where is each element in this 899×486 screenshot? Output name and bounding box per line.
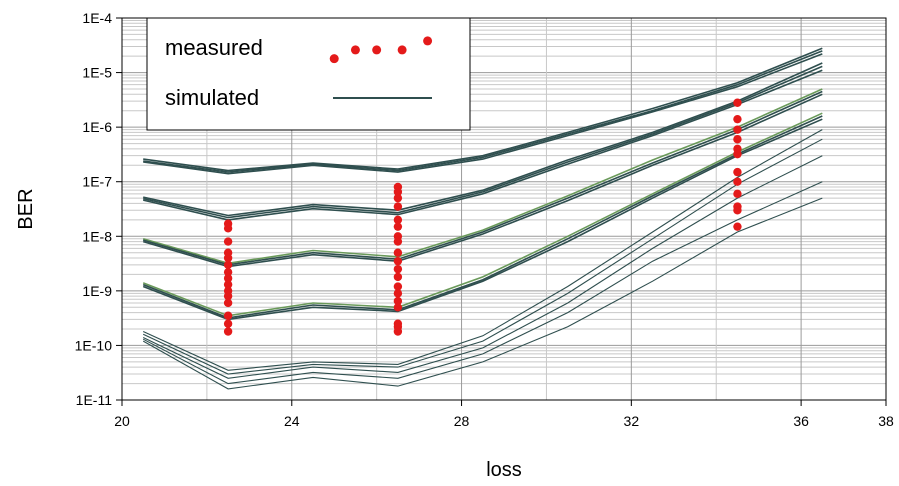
measured-point bbox=[223, 311, 233, 320]
simulated-series-line bbox=[142, 181, 823, 385]
measured-point bbox=[733, 167, 742, 177]
simulated-series-line bbox=[142, 88, 823, 265]
x-axis-title: loss bbox=[486, 459, 522, 481]
y-tick-label: 1E-10 bbox=[75, 337, 113, 353]
measured-point bbox=[393, 237, 403, 246]
measured-point bbox=[393, 248, 403, 257]
measured-point bbox=[223, 237, 233, 246]
legend: measured simulated bbox=[146, 17, 471, 131]
y-tick-label: 1E-4 bbox=[82, 10, 112, 26]
measured-point bbox=[393, 215, 403, 225]
y-axis-title: BER bbox=[15, 188, 37, 229]
x-tick-label: 38 bbox=[878, 413, 894, 429]
measured-point bbox=[733, 135, 742, 144]
measured-point bbox=[393, 193, 403, 203]
y-tick-label: 1E-5 bbox=[82, 65, 112, 81]
y-tick-label: 1E-8 bbox=[82, 228, 112, 244]
legend-measured-label: measured bbox=[165, 35, 263, 60]
measured-point bbox=[733, 114, 742, 124]
y-tick-label: 1E-7 bbox=[82, 174, 112, 190]
simulated-series-line bbox=[142, 197, 823, 390]
legend-measured-dot bbox=[329, 54, 339, 64]
simulated-series-line bbox=[142, 112, 823, 317]
measured-point bbox=[733, 125, 742, 134]
simulated-series-group bbox=[142, 47, 823, 390]
legend-simulated-label: simulated bbox=[165, 85, 259, 110]
measured-point bbox=[223, 298, 233, 308]
x-tick-label: 32 bbox=[624, 413, 640, 429]
measured-points-group bbox=[223, 98, 742, 336]
measured-point bbox=[393, 303, 403, 312]
measured-point bbox=[223, 280, 233, 289]
y-tick-label: 1E-6 bbox=[82, 119, 112, 135]
measured-point bbox=[393, 264, 403, 274]
simulated-series-line bbox=[143, 69, 823, 221]
simulated-series-line bbox=[143, 50, 823, 173]
measured-point bbox=[393, 327, 403, 336]
measured-point bbox=[733, 222, 742, 231]
simulated-series-line bbox=[143, 53, 823, 175]
measured-point bbox=[223, 291, 233, 301]
simulated-series-line bbox=[142, 118, 823, 321]
simulated-series-line bbox=[143, 62, 823, 217]
measured-point bbox=[393, 282, 403, 291]
legend-measured-dot bbox=[397, 45, 407, 55]
measured-point bbox=[733, 206, 742, 215]
simulated-series-line bbox=[142, 90, 823, 266]
legend-measured-dot bbox=[372, 45, 382, 55]
measured-point bbox=[393, 272, 403, 282]
measured-point bbox=[393, 187, 403, 197]
measured-point bbox=[733, 177, 742, 186]
x-tick-label: 36 bbox=[793, 413, 809, 429]
simulated-series-line bbox=[143, 47, 823, 172]
x-tick-label: 20 bbox=[114, 413, 130, 429]
measured-point bbox=[393, 296, 403, 306]
legend-measured-dot bbox=[423, 36, 433, 46]
measured-point bbox=[223, 224, 233, 233]
measured-point bbox=[393, 202, 403, 211]
y-axis-ticks: 1E-11 1E-10 1E-9 1E-8 1E-7 1E-6 1E-5 1E-4 bbox=[75, 10, 122, 408]
legend-measured-dot bbox=[350, 45, 360, 55]
simulated-series-line bbox=[142, 93, 823, 268]
measured-point bbox=[733, 189, 742, 199]
simulated-series-line bbox=[142, 129, 823, 371]
y-tick-label: 1E-11 bbox=[76, 392, 113, 408]
measured-point bbox=[733, 149, 742, 159]
measured-point bbox=[223, 327, 233, 336]
simulated-series-line bbox=[142, 115, 823, 319]
simulated-series-line bbox=[142, 138, 823, 375]
measured-point bbox=[223, 253, 233, 263]
measured-point bbox=[223, 274, 233, 283]
measured-point bbox=[393, 256, 403, 266]
legend-box bbox=[146, 17, 471, 131]
measured-point bbox=[223, 260, 233, 270]
x-axis-ticks: 20 24 28 32 36 38 bbox=[114, 400, 894, 429]
simulated-series-line bbox=[143, 65, 823, 219]
measured-point bbox=[223, 319, 233, 328]
measured-point bbox=[733, 98, 742, 107]
measured-point bbox=[393, 289, 403, 298]
measured-point bbox=[223, 267, 233, 277]
measured-point bbox=[393, 222, 403, 231]
y-tick-label: 1E-9 bbox=[82, 283, 112, 299]
legend-measured-marker bbox=[329, 36, 433, 64]
x-tick-label: 28 bbox=[454, 413, 470, 429]
simulated-series-line bbox=[142, 155, 823, 379]
plot-frame bbox=[121, 17, 887, 401]
x-tick-label: 24 bbox=[284, 413, 300, 429]
